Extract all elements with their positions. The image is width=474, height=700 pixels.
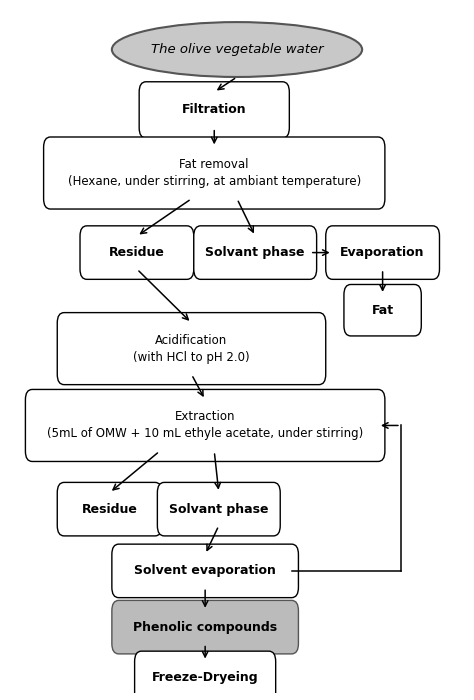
Text: Fat: Fat bbox=[372, 304, 394, 316]
FancyBboxPatch shape bbox=[344, 284, 421, 336]
FancyBboxPatch shape bbox=[112, 544, 299, 598]
Text: Acidification
(with HCl to pH 2.0): Acidification (with HCl to pH 2.0) bbox=[133, 334, 250, 363]
Text: Phenolic compounds: Phenolic compounds bbox=[133, 621, 277, 634]
Text: Filtration: Filtration bbox=[182, 104, 246, 116]
Text: Solvant phase: Solvant phase bbox=[169, 503, 269, 516]
FancyBboxPatch shape bbox=[57, 482, 162, 536]
Text: Evaporation: Evaporation bbox=[340, 246, 425, 259]
FancyBboxPatch shape bbox=[44, 137, 385, 209]
Text: The olive vegetable water: The olive vegetable water bbox=[151, 43, 323, 56]
FancyBboxPatch shape bbox=[139, 82, 289, 138]
FancyBboxPatch shape bbox=[326, 226, 439, 279]
Text: Extraction
(5mL of OMW + 10 mL ethyle acetate, under stirring): Extraction (5mL of OMW + 10 mL ethyle ac… bbox=[47, 410, 363, 440]
FancyBboxPatch shape bbox=[157, 482, 280, 536]
FancyBboxPatch shape bbox=[80, 226, 194, 279]
Text: Residue: Residue bbox=[82, 503, 137, 516]
Text: Freeze-Dryeing: Freeze-Dryeing bbox=[152, 671, 258, 685]
FancyBboxPatch shape bbox=[112, 601, 299, 654]
Text: Fat removal
(Hexane, under stirring, at ambiant temperature): Fat removal (Hexane, under stirring, at … bbox=[68, 158, 361, 188]
Text: Solvant phase: Solvant phase bbox=[205, 246, 305, 259]
FancyBboxPatch shape bbox=[57, 313, 326, 384]
FancyBboxPatch shape bbox=[194, 226, 317, 279]
Ellipse shape bbox=[112, 22, 362, 77]
FancyBboxPatch shape bbox=[26, 389, 385, 461]
FancyBboxPatch shape bbox=[135, 651, 276, 700]
Text: Residue: Residue bbox=[109, 246, 165, 259]
Text: Solvent evaporation: Solvent evaporation bbox=[134, 564, 276, 578]
